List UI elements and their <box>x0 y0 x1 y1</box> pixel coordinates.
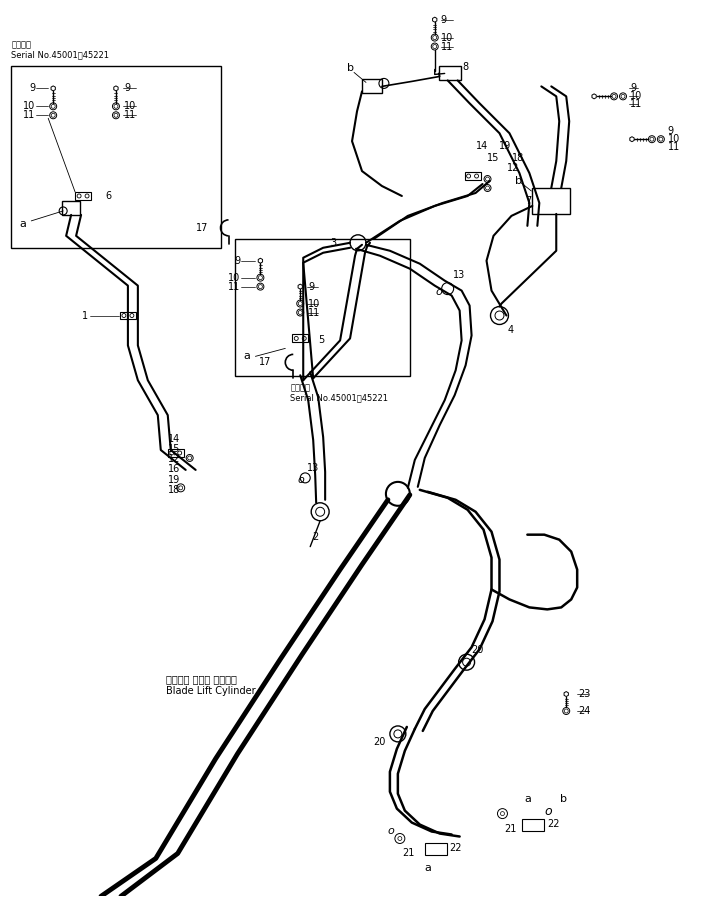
Text: 20: 20 <box>472 646 484 656</box>
Text: a: a <box>20 219 26 229</box>
Bar <box>168 449 184 457</box>
Bar <box>12 66 220 248</box>
Text: 13: 13 <box>453 269 465 279</box>
Text: 22: 22 <box>547 819 560 829</box>
Text: 10: 10 <box>630 92 642 101</box>
Text: 適用号機: 適用号機 <box>290 383 310 392</box>
Text: 1: 1 <box>82 311 88 321</box>
Text: 13: 13 <box>308 463 319 473</box>
Text: 15: 15 <box>168 444 180 454</box>
Bar <box>62 201 80 215</box>
Text: 24: 24 <box>578 706 590 716</box>
Text: 2: 2 <box>312 532 318 541</box>
Text: 11: 11 <box>630 100 642 110</box>
Text: o: o <box>435 286 443 296</box>
Text: 9: 9 <box>308 282 314 292</box>
Bar <box>523 819 545 831</box>
Text: 10: 10 <box>23 101 35 111</box>
Text: 23: 23 <box>578 689 590 699</box>
Bar <box>465 172 481 180</box>
Bar <box>236 239 410 376</box>
Text: 9: 9 <box>668 127 674 136</box>
Text: 19: 19 <box>499 141 511 151</box>
Text: 3: 3 <box>330 238 336 248</box>
Text: 9: 9 <box>234 256 241 266</box>
Text: 17: 17 <box>196 223 209 233</box>
Polygon shape <box>51 86 55 91</box>
Text: a: a <box>244 351 250 361</box>
Text: 21: 21 <box>505 823 517 833</box>
Text: 9: 9 <box>29 84 35 93</box>
Text: 9: 9 <box>124 84 130 93</box>
Text: 18: 18 <box>168 485 180 495</box>
Text: ブレード リフト シリンダ: ブレード リフト シリンダ <box>166 674 236 684</box>
Text: 4: 4 <box>507 325 513 336</box>
Text: o: o <box>297 475 304 485</box>
Text: 11: 11 <box>308 307 321 318</box>
Text: 17: 17 <box>259 357 271 367</box>
Text: 18: 18 <box>513 154 525 163</box>
Text: b: b <box>347 64 354 74</box>
Text: Serial No.45001～45221: Serial No.45001～45221 <box>12 50 109 59</box>
Text: 9: 9 <box>630 84 636 93</box>
Text: a: a <box>524 794 531 804</box>
Bar <box>292 334 308 342</box>
Bar <box>425 843 446 856</box>
Polygon shape <box>298 284 302 289</box>
Polygon shape <box>258 259 262 263</box>
Text: 10: 10 <box>308 298 321 309</box>
Text: b: b <box>561 794 567 804</box>
Text: 14: 14 <box>168 434 180 444</box>
Text: 7: 7 <box>526 196 531 206</box>
Text: 11: 11 <box>441 41 453 51</box>
Polygon shape <box>630 136 634 142</box>
Text: 11: 11 <box>23 110 35 120</box>
Text: 11: 11 <box>124 110 136 120</box>
Bar <box>532 188 570 214</box>
Text: b: b <box>515 176 523 186</box>
Text: 10: 10 <box>441 32 453 42</box>
Text: 8: 8 <box>462 63 469 73</box>
Text: 11: 11 <box>668 142 680 152</box>
Text: 5: 5 <box>318 336 324 346</box>
Polygon shape <box>433 17 437 22</box>
Text: 20: 20 <box>373 737 385 747</box>
Text: 11: 11 <box>228 282 241 292</box>
Text: 9: 9 <box>441 14 447 24</box>
Polygon shape <box>592 94 596 99</box>
Text: Blade Lift Cylinder: Blade Lift Cylinder <box>166 686 255 696</box>
Polygon shape <box>564 691 569 697</box>
Text: 22: 22 <box>450 843 462 853</box>
Text: 21: 21 <box>402 849 414 858</box>
Text: 12: 12 <box>168 454 180 464</box>
Text: 10: 10 <box>228 273 241 283</box>
Text: 15: 15 <box>486 154 499 163</box>
Bar <box>75 192 91 200</box>
Text: 12: 12 <box>507 163 520 173</box>
Text: o: o <box>545 806 552 818</box>
Text: o: o <box>388 825 395 835</box>
Text: 10: 10 <box>668 134 680 145</box>
Bar <box>120 312 136 320</box>
Text: 6: 6 <box>105 191 111 201</box>
Polygon shape <box>114 86 118 91</box>
Text: 19: 19 <box>168 475 180 485</box>
Text: 16: 16 <box>168 464 180 474</box>
Text: 10: 10 <box>124 101 136 111</box>
Text: Serial No.45001～45221: Serial No.45001～45221 <box>290 393 388 402</box>
Bar <box>362 79 382 93</box>
Text: a: a <box>425 863 432 874</box>
Bar <box>438 66 461 81</box>
Text: 14: 14 <box>475 141 488 151</box>
Text: 適用号機: 適用号機 <box>12 40 31 49</box>
